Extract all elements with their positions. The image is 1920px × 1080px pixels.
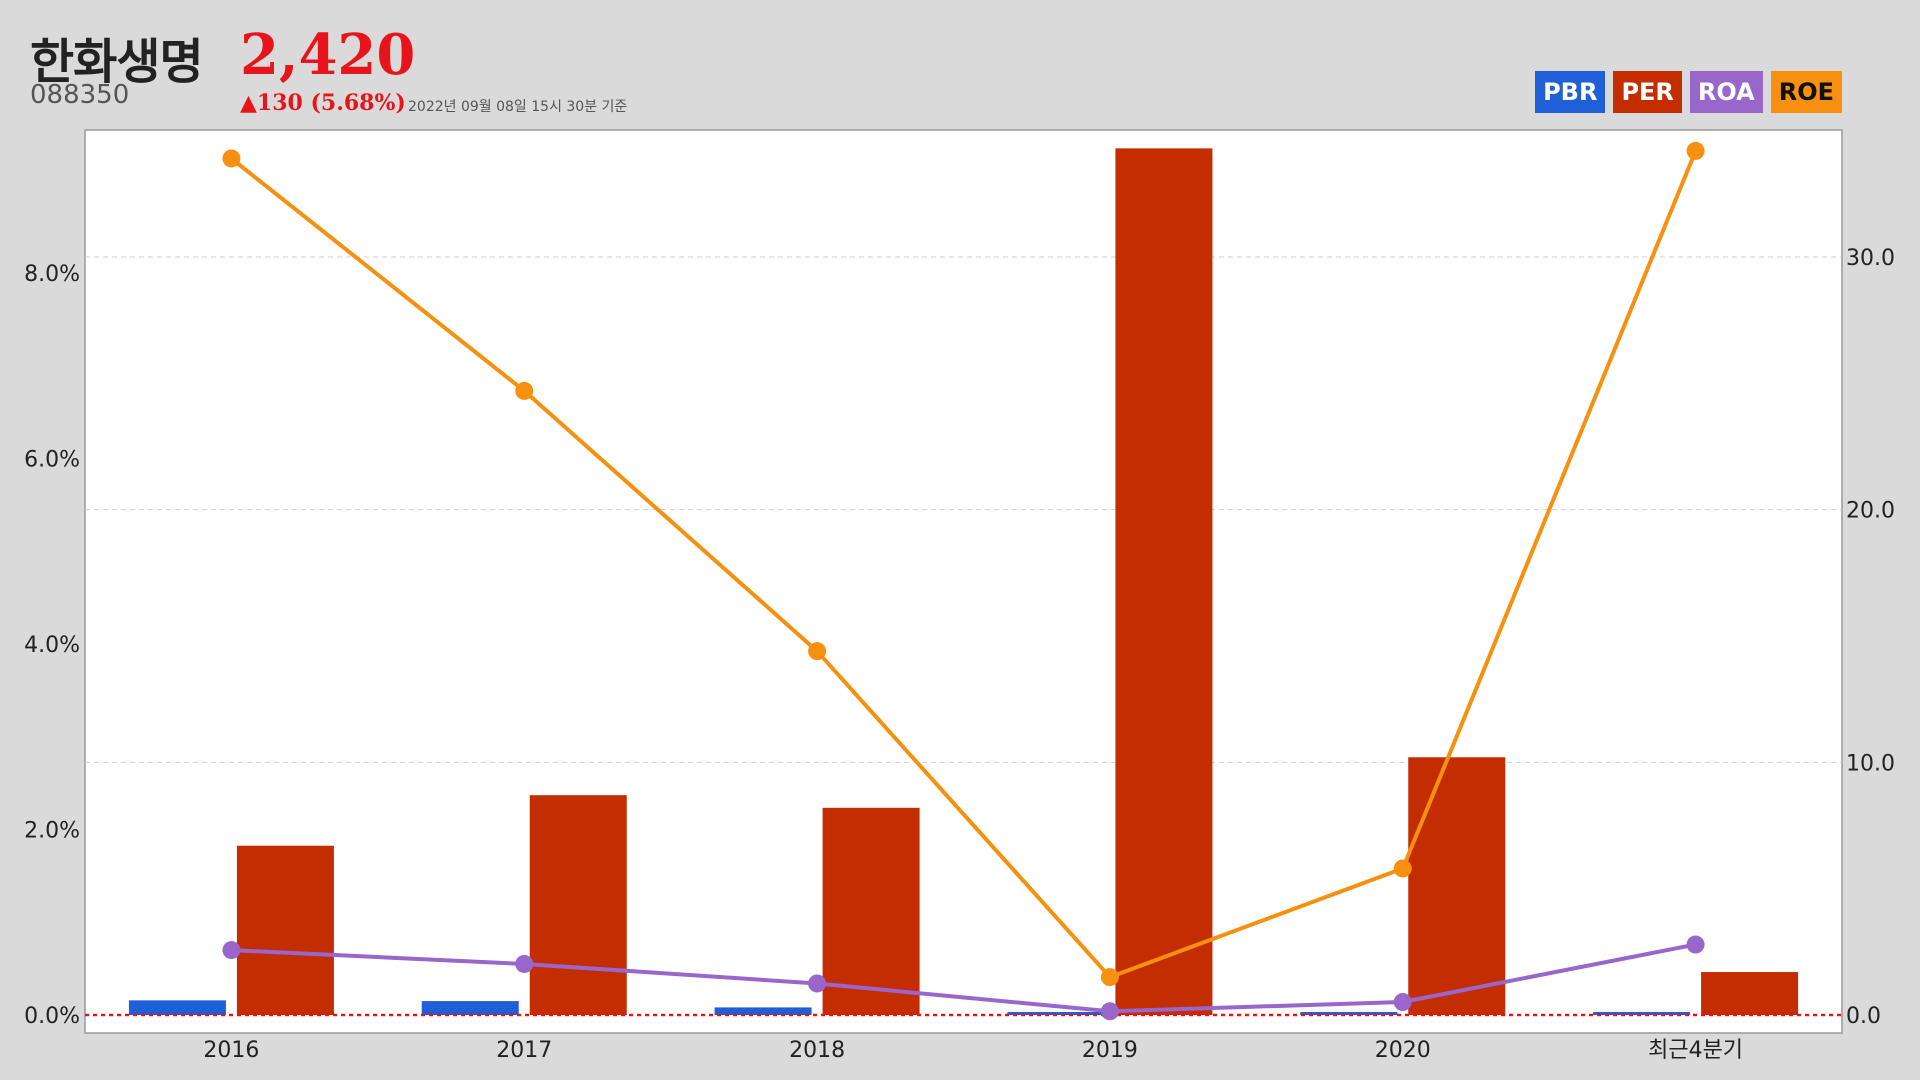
ticker-code: 088350 xyxy=(30,80,130,110)
roe-line xyxy=(230,150,1698,980)
company-name: 한화생명 xyxy=(30,34,204,90)
legend-pbr: PBR xyxy=(1535,71,1606,113)
stock-price: 2,420 xyxy=(240,22,416,88)
roe-point xyxy=(1100,968,1119,987)
left-tick-label: 8.0% xyxy=(24,262,80,287)
x-tick-label: 2019 xyxy=(1082,1038,1138,1063)
roe-point xyxy=(515,381,534,400)
roa-point xyxy=(1393,993,1412,1012)
plot-area xyxy=(84,129,1843,1034)
x-tick-label: 2020 xyxy=(1375,1038,1431,1063)
right-tick-label: 20.0 xyxy=(1846,499,1895,524)
roa-point xyxy=(808,974,827,993)
left-tick-label: 6.0% xyxy=(24,448,80,473)
legend-per: PER xyxy=(1613,71,1682,113)
price-change: ▲130 (5.68%) xyxy=(240,90,406,116)
left-tick-label: 0.0% xyxy=(24,1004,80,1029)
legend-roe: ROE xyxy=(1770,71,1842,113)
as-of-timestamp: 2022년 09월 08일 15시 30분 기준 xyxy=(408,99,628,115)
x-tick-label: 최근4분기 xyxy=(1648,1038,1743,1063)
roe-point xyxy=(808,642,827,661)
pbr-bar xyxy=(1300,1011,1398,1015)
per-bar xyxy=(1408,757,1506,1015)
right-tick-label: 0.0 xyxy=(1846,1004,1881,1029)
x-tick-label: 2016 xyxy=(203,1038,259,1063)
pbr-bar xyxy=(421,1001,519,1015)
roa-point xyxy=(222,941,241,960)
roe-point xyxy=(222,149,241,168)
per-bar xyxy=(1701,972,1799,1015)
legend-roa: ROA xyxy=(1689,71,1763,113)
per-bar xyxy=(822,807,920,1015)
roa-line xyxy=(231,942,1696,1014)
x-tick-label: 2017 xyxy=(496,1038,552,1063)
right-tick-label: 10.0 xyxy=(1846,751,1895,776)
roa-point xyxy=(1100,1002,1119,1021)
right-tick-label: 30.0 xyxy=(1846,246,1895,271)
per-bar xyxy=(529,795,627,1015)
per-bar xyxy=(236,845,334,1015)
legend: PBR PER ROA ROE xyxy=(1535,71,1842,113)
pbr-bar xyxy=(128,1000,226,1015)
pbr-bar xyxy=(714,1007,812,1015)
roa-point xyxy=(515,954,534,973)
pbr-bar xyxy=(1593,1011,1691,1015)
x-tick-label: 2018 xyxy=(789,1038,845,1063)
left-tick-label: 4.0% xyxy=(24,633,80,658)
left-tick-label: 2.0% xyxy=(24,819,80,844)
roe-point xyxy=(1686,141,1705,160)
roe-point xyxy=(1393,859,1412,878)
per-bar xyxy=(1115,148,1213,1015)
pbr-bar xyxy=(1007,1011,1105,1015)
roa-point xyxy=(1686,935,1705,954)
